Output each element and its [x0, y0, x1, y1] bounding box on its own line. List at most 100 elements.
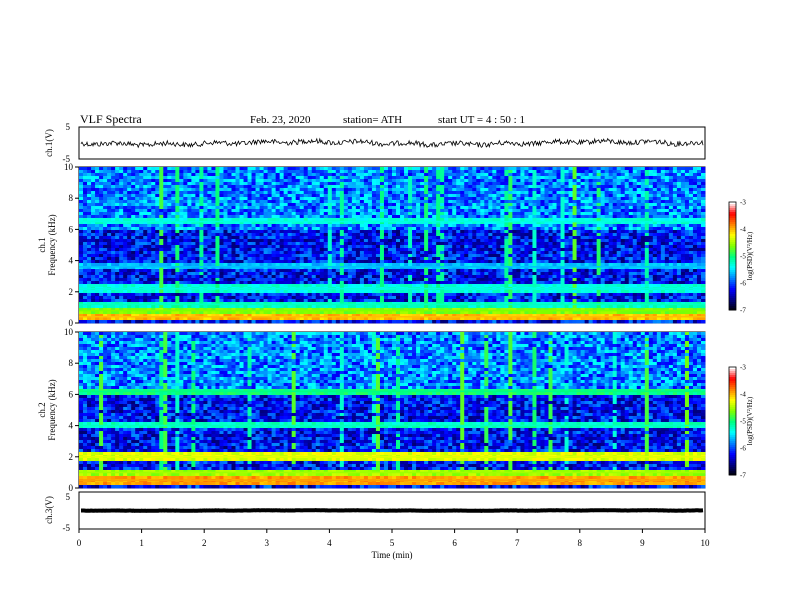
spectrogram-cell: [464, 254, 469, 258]
spectrogram-cell: [379, 245, 385, 249]
spectrogram-cell: [592, 233, 598, 237]
spectrogram-cell: [488, 224, 493, 228]
spectrogram-cell: [424, 248, 429, 252]
spectrogram-cell: [632, 227, 638, 231]
spectrogram-cell: [387, 260, 393, 264]
spectrogram-cell: [327, 257, 333, 261]
spectrogram-cell: [251, 224, 256, 228]
spectrogram-cell: [680, 167, 686, 171]
spectrogram-cell: [684, 197, 690, 201]
spectrogram-cell: [500, 179, 505, 183]
spectrogram-cell: [460, 179, 465, 183]
spectrogram-cell: [440, 176, 445, 180]
spectrogram-cell: [251, 188, 256, 192]
ch1-waveform-line: [80, 137, 704, 149]
spectrogram-cell: [355, 260, 361, 264]
spectrogram-cell: [480, 170, 485, 174]
spectrogram-cell: [632, 185, 638, 189]
spectrogram-cell: [283, 179, 289, 183]
spectrogram-cell: [131, 179, 136, 183]
spectrogram-cell: [504, 203, 509, 207]
spectrogram-cell: [648, 167, 654, 171]
spectrogram-cell: [456, 254, 461, 258]
spectrogram-cell: [323, 203, 329, 207]
spectrogram-cell: [139, 257, 144, 261]
spectrogram-cell: [560, 185, 565, 189]
spectrogram-cell: [303, 209, 309, 213]
spectrogram-cell: [331, 218, 337, 222]
spectrogram-cell: [231, 203, 236, 207]
ch1-waveform-frame: [78, 126, 706, 160]
spectrogram-cell: [319, 221, 325, 225]
spectrogram-cell: [552, 173, 557, 177]
spectrogram-cell: [648, 230, 654, 234]
spectrogram-cell: [259, 191, 264, 195]
spectrogram-cell: [544, 245, 549, 249]
spectrogram-cell: [359, 224, 365, 228]
spectrogram-cell: [636, 260, 642, 264]
spectrogram-cell: [636, 221, 642, 225]
spectrogram-cell: [155, 197, 160, 201]
spectrogram-cell: [492, 233, 497, 237]
spectrogram-cell: [159, 203, 164, 207]
spectrogram-cell: [383, 209, 389, 213]
spectrogram-cell: [512, 242, 517, 246]
spectrogram-cell: [191, 224, 196, 228]
spectrogram-cell: [223, 257, 228, 261]
spectrogram-cell: [416, 239, 421, 243]
spectrogram-cell: [412, 170, 417, 174]
spectrogram-cell: [652, 203, 658, 207]
spectrogram-cell: [472, 203, 477, 207]
spectrogram-cell: [628, 233, 634, 237]
spectrogram-cell: [640, 191, 646, 195]
spectrogram-cell: [143, 257, 148, 261]
spectrogram-cell: [592, 239, 598, 243]
spectrogram-cell: [331, 173, 337, 177]
spectrogram-cell: [396, 221, 401, 225]
spectrogram-cell: [520, 167, 525, 171]
spectrogram-cell: [656, 218, 662, 222]
spectrogram-cell: [279, 182, 285, 186]
spectrogram-cell: [259, 209, 264, 213]
spectrogram-cell: [500, 233, 505, 237]
spectrogram-cell: [472, 170, 477, 174]
spectrogram-cell: [367, 194, 373, 198]
spectrogram-cell: [243, 179, 248, 183]
spectrogram-cell: [91, 251, 96, 255]
spectrogram-cell: [139, 260, 144, 264]
spectrogram-cell: [600, 221, 606, 225]
spectrogram-cell: [416, 212, 421, 216]
spectrogram-cell: [291, 251, 297, 255]
spectrogram-cell: [524, 200, 529, 204]
spectrogram-cell: [476, 212, 481, 216]
spectrogram-cell: [319, 206, 325, 210]
spectrogram-cell: [412, 245, 417, 249]
spectrogram-cell: [363, 185, 369, 189]
spectrogram-cell: [91, 209, 96, 213]
spectrogram-cell: [400, 227, 405, 231]
spectrogram-cell: [343, 179, 349, 183]
spectrogram-cell: [572, 209, 577, 213]
spectrogram-cell: [291, 188, 297, 192]
spectrogram-cell: [448, 185, 453, 189]
spectrogram-cell: [432, 242, 437, 246]
spectrogram-cell: [392, 254, 397, 258]
spectrogram-cell: [255, 191, 260, 195]
spectrogram-cell: [139, 248, 144, 252]
spectrogram-cell: [267, 176, 273, 180]
spectrogram-cell: [412, 185, 417, 189]
spectrogram-cell: [528, 245, 533, 249]
spectrogram-cell: [199, 170, 204, 174]
spectrogram-cell: [327, 191, 333, 195]
spectrogram-cell: [648, 236, 654, 240]
spectrogram-cell: [267, 206, 273, 210]
spectrogram-cell: [676, 254, 682, 258]
spectrogram-cell: [287, 206, 293, 210]
spectrogram-cell: [504, 230, 509, 234]
spectrogram-cell: [440, 209, 445, 213]
spectrogram-cell: [668, 257, 674, 261]
spectrogram-cell: [243, 194, 248, 198]
spectrogram-cell: [191, 260, 196, 264]
spectrogram-cell: [424, 245, 429, 249]
spectrogram-cell: [375, 185, 381, 189]
